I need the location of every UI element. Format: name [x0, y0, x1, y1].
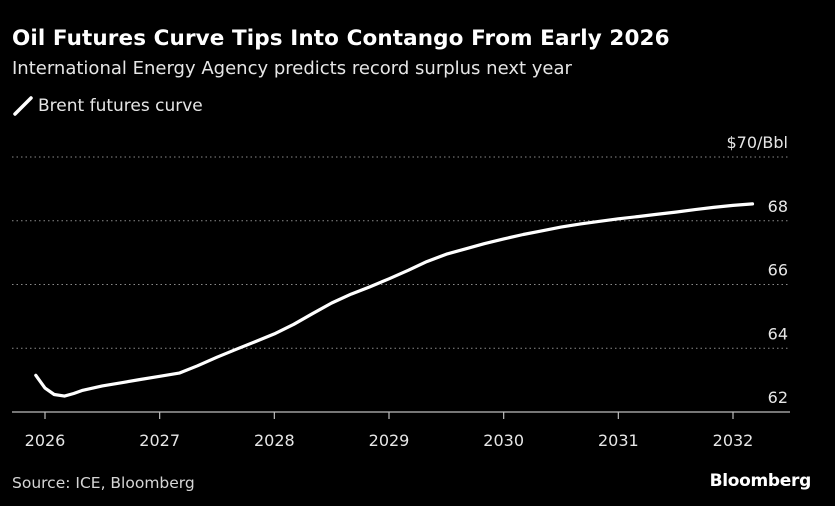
x-tick-label-2027: 2027 [139, 431, 180, 450]
bloomberg-logo: Bloomberg [709, 471, 812, 491]
legend: Brent futures curve [12, 95, 203, 117]
chart-subtitle: International Energy Agency predicts rec… [12, 58, 572, 79]
y-tick-label-66: 66 [768, 261, 788, 280]
chart-title: Oil Futures Curve Tips Into Contango Fro… [12, 26, 670, 51]
legend-label: Brent futures curve [38, 96, 203, 116]
y-tick-label-70: $70/Bbl [726, 133, 788, 152]
x-tick-label-2029: 2029 [369, 431, 410, 450]
x-tick-label-2026: 2026 [25, 431, 66, 450]
y-axis-ticks: 62 64 66 68 $70/Bbl [726, 133, 788, 407]
x-axis-ticks: 2026 2027 2028 2029 2030 2031 2032 [25, 412, 754, 450]
y-tick-label-64: 64 [768, 324, 788, 343]
grid-layer [12, 156, 790, 413]
x-tick-label-2030: 2030 [483, 431, 524, 450]
x-tick-label-2031: 2031 [598, 431, 639, 450]
source-note: Source: ICE, Bloomberg [12, 474, 195, 492]
legend-line-swatch [13, 96, 33, 116]
series-layer [34, 202, 755, 398]
y-tick-label-62: 62 [768, 388, 788, 407]
series-line-brent-futures-curve [34, 202, 755, 398]
y-tick-label-68: 68 [768, 197, 788, 216]
x-tick-label-2028: 2028 [254, 431, 295, 450]
x-tick-label-2032: 2032 [713, 431, 754, 450]
